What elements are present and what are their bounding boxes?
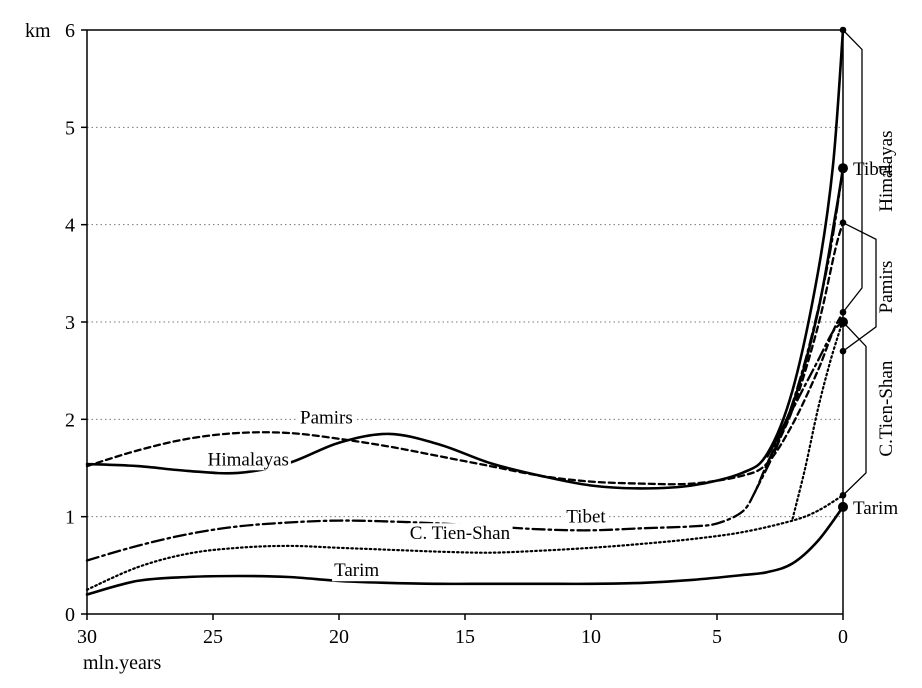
inline-label-background — [564, 506, 609, 528]
y-tick-label: 2 — [65, 409, 75, 431]
end-point-marker — [839, 308, 847, 316]
inline-label-background — [407, 523, 513, 545]
label-pamirs-right: Pamirs — [876, 261, 897, 314]
end-point-marker — [838, 317, 848, 327]
end-point-marker — [839, 347, 847, 355]
y-tick-label: 1 — [65, 507, 75, 529]
inline-label-background — [332, 560, 382, 582]
x-tick-label: 25 — [203, 626, 223, 648]
end-markers — [838, 26, 848, 512]
label-himalayas-right: Himalayas — [876, 131, 897, 212]
tick-labels: 0 1 2 3 4 5 6 km 30 25 20 15 10 5 0 mln.years — [25, 20, 848, 674]
end-point-marker — [839, 219, 847, 227]
series-line-pamirs — [85, 311, 845, 486]
end-point-marker — [838, 501, 848, 512]
inline-label-background — [205, 449, 291, 471]
inline-label-himalayas: Himalayas — [208, 449, 289, 470]
series-line-himalayas — [766, 166, 845, 458]
end-point-marker — [839, 491, 847, 499]
series-line-c-tien-shan — [791, 319, 845, 520]
series-labels: Himalayas Pamirs C.Tien-Shan Tibet Tarim Pami… — [205, 131, 898, 582]
series-line-tibet — [753, 167, 845, 494]
label-tarim-right: Tarim — [853, 498, 898, 519]
x-tick-label: 15 — [455, 626, 475, 648]
y-tick-label: 0 — [65, 604, 75, 626]
series-lines — [85, 28, 845, 596]
inline-label-pamirs: Pamirs — [300, 407, 353, 428]
label-c-tien-shan-right: C.Tien-Shan — [876, 360, 897, 456]
x-tick-label: 5 — [712, 626, 722, 648]
y-tick-label: 5 — [65, 117, 75, 139]
end-point-marker — [839, 26, 847, 34]
series-line-c-tien-shan — [85, 494, 845, 591]
x-tick-label: 30 — [77, 626, 97, 648]
inline-label-tibet: Tibet — [566, 507, 606, 528]
label-tibet-right: Tibet — [853, 159, 893, 180]
right-brackets — [842, 29, 877, 496]
bracket-c-tien-shan — [842, 321, 867, 496]
y-tick-label: 3 — [65, 312, 75, 334]
y-tick-label: 4 — [65, 215, 75, 237]
x-tick-label: 10 — [581, 626, 601, 648]
x-axis-title: mln.years — [83, 652, 162, 674]
grid-lines — [87, 126, 843, 518]
inline-label-tarim: Tarim — [334, 560, 379, 581]
y-tick-label: 6 — [65, 20, 75, 42]
series-line-himalayas — [85, 28, 845, 490]
end-point-marker — [838, 163, 848, 174]
x-tick-label: 0 — [838, 626, 848, 648]
series-line-tarim — [85, 505, 845, 596]
bracket-himalayas — [842, 29, 863, 313]
inline-label-background — [298, 407, 355, 429]
x-tick-label: 20 — [329, 626, 349, 648]
bracket-pamirs — [842, 222, 877, 352]
y-unit-label: km — [25, 20, 51, 42]
inline-label-c-tien-shan: C. Tien-Shan — [410, 523, 511, 544]
